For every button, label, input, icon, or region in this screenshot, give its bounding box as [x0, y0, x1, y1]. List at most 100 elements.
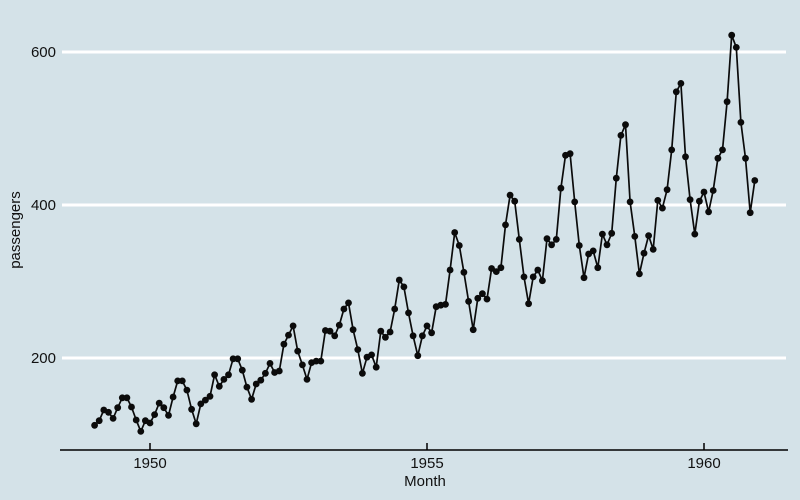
- data-point: [409, 332, 417, 340]
- data-point: [303, 376, 311, 383]
- data-point: [257, 376, 265, 384]
- data-point: [612, 174, 620, 182]
- data-point: [331, 332, 339, 340]
- data-point: [603, 241, 611, 249]
- data-point: [460, 268, 468, 276]
- data-point: [345, 299, 352, 307]
- data-point: [705, 208, 712, 216]
- data-point: [455, 242, 463, 249]
- data-point: [248, 395, 256, 403]
- data-point: [206, 392, 214, 400]
- data-point: [548, 241, 555, 249]
- data-point: [737, 119, 745, 126]
- data-point: [640, 249, 648, 257]
- data-point: [677, 80, 685, 87]
- y-tick-label: 600: [31, 44, 56, 61]
- data-point: [202, 396, 209, 404]
- data-point: [502, 221, 509, 229]
- data-point: [539, 277, 546, 285]
- data-point: [474, 294, 482, 302]
- data-point: [359, 369, 366, 377]
- y-tick-label: 200: [31, 350, 56, 367]
- data-point: [386, 328, 394, 336]
- data-point: [723, 98, 731, 106]
- data-point: [479, 290, 486, 298]
- data-point: [626, 198, 634, 206]
- data-point: [617, 132, 625, 139]
- data-point: [465, 298, 472, 305]
- data-point: [160, 404, 168, 412]
- data-point: [631, 233, 639, 240]
- data-point: [746, 209, 754, 217]
- data-point: [668, 146, 676, 154]
- data-point: [132, 416, 140, 424]
- data-point: [197, 400, 205, 408]
- data-point: [446, 266, 454, 274]
- data-point: [266, 360, 274, 367]
- data-point: [622, 121, 629, 129]
- data-point: [728, 31, 736, 39]
- data-point: [275, 367, 283, 375]
- data-point: [566, 150, 574, 158]
- data-point: [483, 295, 491, 303]
- x-tick-label: 1960: [687, 455, 720, 472]
- data-point: [506, 191, 514, 199]
- data-point: [714, 154, 722, 162]
- data-point: [742, 154, 749, 162]
- data-point: [128, 403, 135, 411]
- data-point: [400, 283, 408, 291]
- data-point: [354, 346, 362, 353]
- data-point: [594, 264, 602, 272]
- data-point: [696, 197, 703, 205]
- y-axis-title: passengers: [7, 191, 24, 269]
- data-point: [234, 355, 242, 363]
- data-point: [654, 197, 662, 204]
- data-point: [238, 366, 246, 374]
- data-series: [91, 31, 759, 435]
- y-tick-label: 400: [31, 197, 56, 214]
- data-point: [552, 236, 560, 243]
- data-point: [377, 327, 385, 335]
- data-point: [299, 361, 306, 369]
- data-point: [220, 376, 228, 383]
- data-point: [672, 88, 680, 96]
- data-point: [262, 369, 269, 377]
- data-point: [368, 351, 375, 359]
- data-point: [391, 305, 399, 313]
- data-point: [571, 198, 579, 206]
- data-point: [91, 421, 98, 429]
- data-point: [492, 268, 500, 275]
- data-point: [520, 273, 528, 281]
- data-point: [165, 412, 172, 419]
- data-point: [225, 371, 232, 379]
- data-point: [751, 177, 759, 184]
- data-point: [515, 236, 523, 243]
- y-axis-tick-labels: 200 400 600: [31, 44, 56, 367]
- data-point: [645, 232, 652, 240]
- x-axis-title: Month: [404, 473, 446, 490]
- data-point: [95, 417, 103, 425]
- data-point: [289, 322, 297, 330]
- data-point: [442, 301, 449, 308]
- data-point: [700, 188, 708, 196]
- data-point: [529, 273, 537, 281]
- x-tick-label: 1950: [133, 455, 166, 472]
- data-point: [405, 309, 412, 317]
- data-point: [340, 305, 348, 313]
- data-point: [709, 187, 717, 194]
- data-point: [719, 146, 726, 154]
- data-point: [575, 242, 583, 249]
- data-point: [155, 399, 163, 407]
- data-point: [137, 428, 145, 435]
- x-axis-tick-labels: 1950 1955 1960: [133, 455, 720, 472]
- data-point: [419, 332, 426, 340]
- data-point: [382, 333, 389, 341]
- data-point: [178, 377, 186, 385]
- data-point: [589, 247, 597, 255]
- data-point: [188, 405, 196, 413]
- data-point: [151, 411, 159, 418]
- data-point: [280, 340, 288, 348]
- data-point: [192, 420, 200, 428]
- data-point: [285, 331, 292, 339]
